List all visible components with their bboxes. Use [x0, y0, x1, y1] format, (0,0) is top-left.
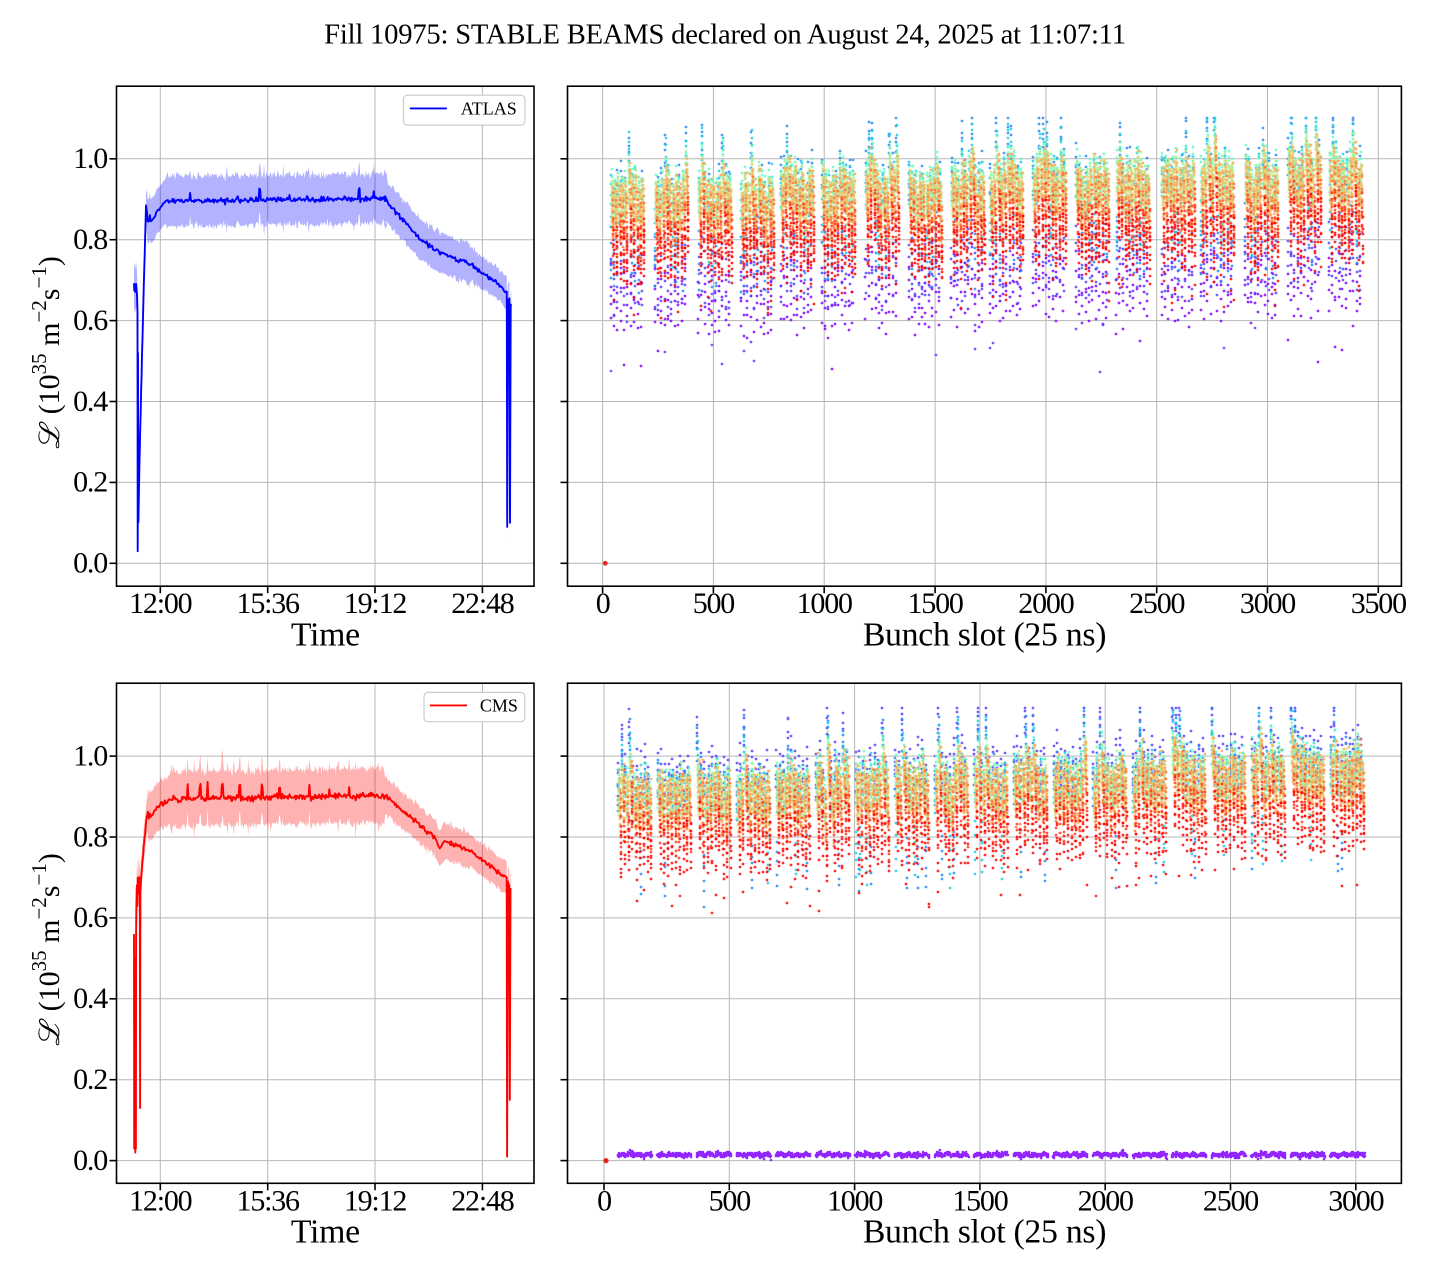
svg-text:3000: 3000 — [1328, 1184, 1383, 1217]
svg-text:1.0: 1.0 — [73, 142, 107, 175]
svg-text:0.6: 0.6 — [73, 901, 108, 934]
svg-text:Bunch slot (25 ns): Bunch slot (25 ns) — [863, 617, 1106, 654]
svg-text:0.8: 0.8 — [73, 820, 107, 853]
svg-text:Time: Time — [291, 617, 360, 654]
svg-text:22:48: 22:48 — [451, 587, 514, 620]
svg-text:Bunch slot (25 ns): Bunch slot (25 ns) — [863, 1214, 1106, 1251]
svg-text:0.4: 0.4 — [73, 385, 108, 418]
svg-text:2000: 2000 — [1018, 587, 1073, 620]
svg-text:1500: 1500 — [952, 1184, 1007, 1217]
svg-text:19:12: 19:12 — [344, 587, 407, 620]
svg-text:0.6: 0.6 — [73, 304, 108, 337]
svg-text:1.0: 1.0 — [73, 739, 107, 772]
svg-text:2500: 2500 — [1203, 1184, 1258, 1217]
svg-text:CMS: CMS — [480, 696, 518, 716]
svg-text:0.8: 0.8 — [73, 223, 107, 256]
svg-text:0.2: 0.2 — [73, 466, 107, 499]
svg-text:0.2: 0.2 — [73, 1063, 107, 1096]
svg-text:1500: 1500 — [907, 587, 962, 620]
svg-text:0: 0 — [596, 587, 610, 620]
svg-text:3000: 3000 — [1240, 587, 1295, 620]
svg-text:0.0: 0.0 — [73, 1144, 107, 1177]
svg-text:15:36: 15:36 — [237, 1184, 301, 1217]
svg-text:12:00: 12:00 — [129, 587, 192, 620]
svg-text:ATLAS: ATLAS — [461, 99, 517, 119]
svg-text:0: 0 — [597, 1184, 611, 1217]
svg-text:500: 500 — [693, 587, 735, 620]
svg-text:Time: Time — [291, 1214, 360, 1251]
svg-text:1000: 1000 — [797, 587, 852, 620]
svg-text:19:12: 19:12 — [344, 1184, 407, 1217]
svg-text:22:48: 22:48 — [451, 1184, 514, 1217]
svg-text:0.0: 0.0 — [73, 547, 107, 580]
svg-text:2000: 2000 — [1078, 1184, 1133, 1217]
svg-text:3500: 3500 — [1351, 587, 1406, 620]
svg-text:15:36: 15:36 — [237, 587, 301, 620]
svg-text:Fill 10975: STABLE BEAMS decla: Fill 10975: STABLE BEAMS declared on Aug… — [324, 20, 1126, 51]
svg-text:1000: 1000 — [827, 1184, 882, 1217]
svg-text:500: 500 — [709, 1184, 751, 1217]
svg-text:0.4: 0.4 — [73, 982, 108, 1015]
svg-text:2500: 2500 — [1129, 587, 1184, 620]
svg-text:12:00: 12:00 — [129, 1184, 192, 1217]
